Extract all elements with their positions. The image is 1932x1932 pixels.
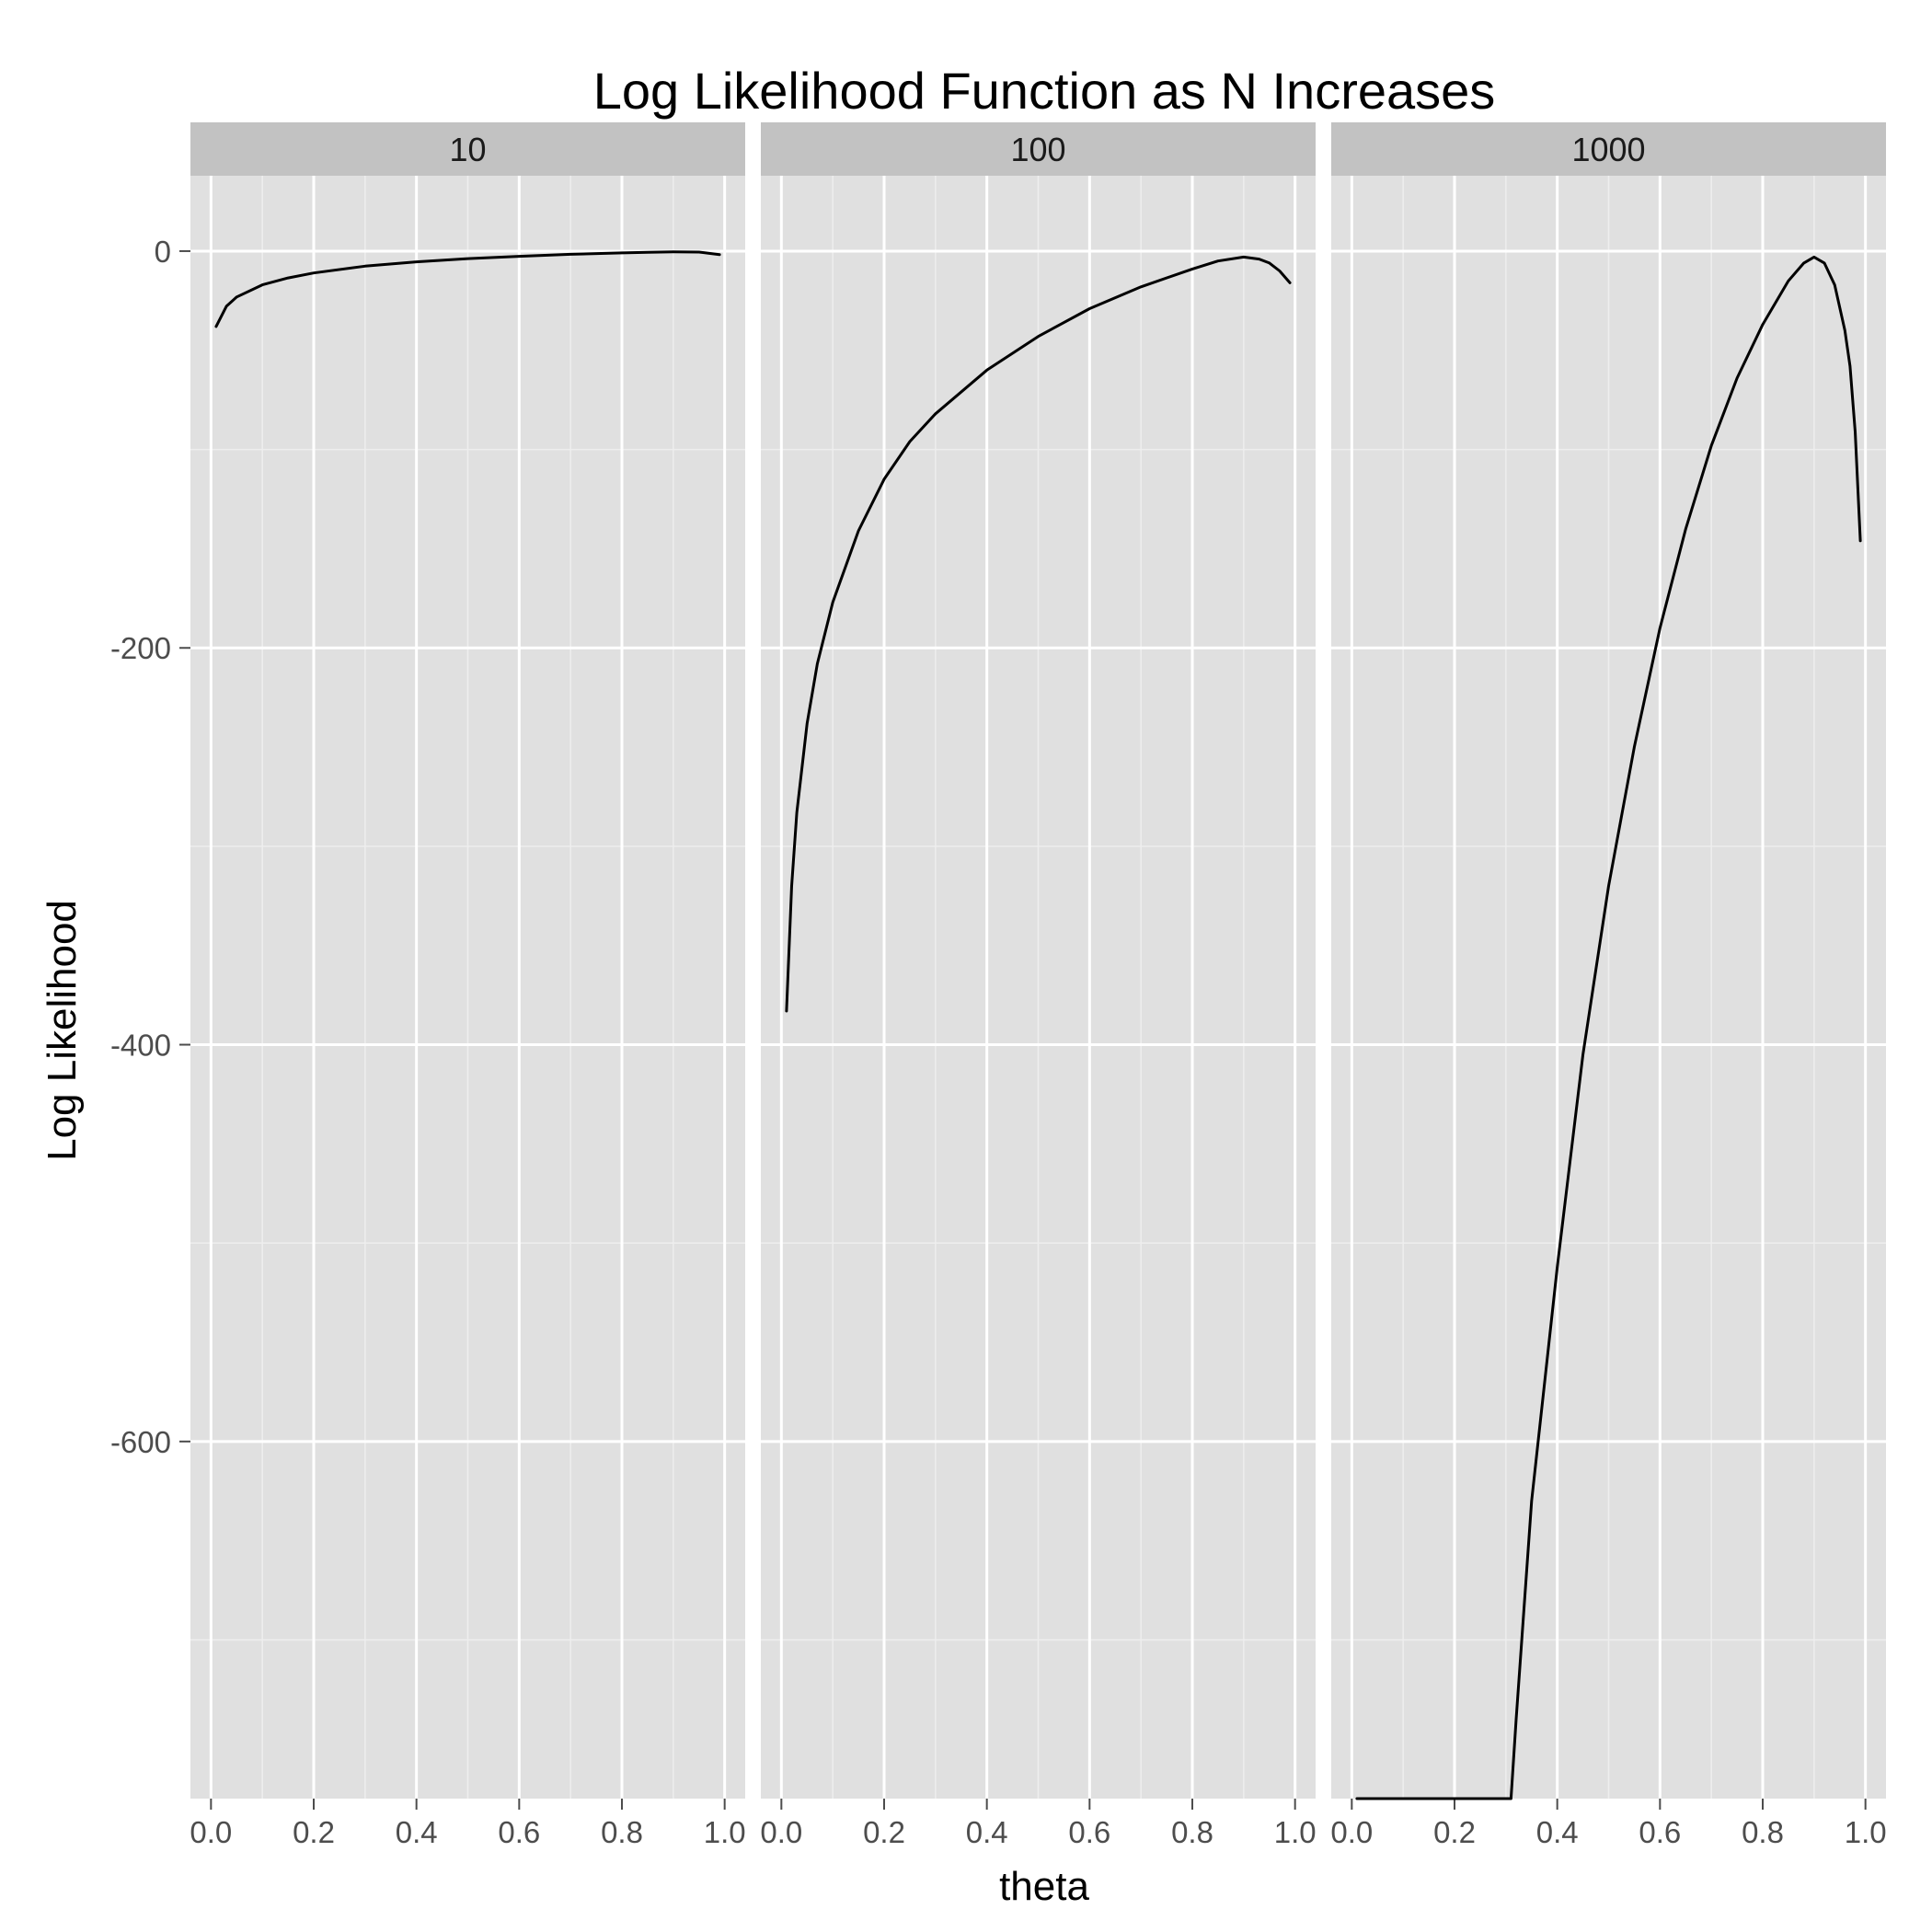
x-tick-label: 0.2 — [1433, 1815, 1476, 1849]
facet-strip — [190, 122, 745, 176]
x-axis-title: theta — [999, 1864, 1089, 1909]
facet-panel-10: 10 0.0 0.2 0.4 0.6 0.8 1.0 — [190, 122, 746, 1849]
facet-panel-100: 100 0.0 0.2 0.4 0.6 0.8 1.0 — [760, 122, 1317, 1849]
facet-strip — [761, 122, 1316, 176]
x-tick-label: 0.6 — [498, 1815, 540, 1849]
x-tick-label: 0.8 — [1171, 1815, 1213, 1849]
y-tick-label: -400 — [110, 1029, 171, 1063]
x-tick-label: 1.0 — [1845, 1815, 1887, 1849]
series-line — [785, 255, 1292, 1013]
x-tick-label: 1.0 — [1274, 1815, 1317, 1849]
x-tick-label: 0.0 — [190, 1815, 232, 1849]
facet-strip-label: 100 — [1010, 131, 1065, 168]
y-tick-label: 0 — [155, 235, 171, 269]
x-tick-label: 0.4 — [966, 1815, 1008, 1849]
x-tick-label: 1.0 — [704, 1815, 746, 1849]
x-tick-label: 0.6 — [1639, 1815, 1681, 1849]
series-line — [1355, 255, 1862, 1800]
y-axis-title: Log Likelihood — [40, 900, 85, 1161]
x-tick-label: 0.2 — [293, 1815, 335, 1849]
facet-strip-label: 1000 — [1571, 131, 1645, 168]
x-tick-label: 0.0 — [1330, 1815, 1373, 1849]
y-tick-label: -200 — [110, 631, 171, 665]
chart-title: Log Likelihood Function as N Increases — [593, 62, 1496, 120]
x-tick-label: 0.4 — [1536, 1815, 1579, 1849]
series-line — [214, 250, 721, 328]
x-tick-label: 0.6 — [1068, 1815, 1110, 1849]
y-axis: 0 -200 -400 -600 — [110, 235, 190, 1459]
x-tick-label: 0.0 — [760, 1815, 802, 1849]
facet-strip — [1331, 122, 1886, 176]
y-tick-label: -600 — [110, 1425, 171, 1459]
facet-strip-label: 10 — [449, 131, 486, 168]
facet-panels: 10 0.0 0.2 0.4 0.6 0.8 1.0 100 0.0 0.2 0.4 0.6 0.8 1.… — [190, 122, 1887, 1849]
x-tick-label: 0.4 — [396, 1815, 438, 1849]
facet-panel-1000: 1000 0.0 0.2 0.4 0.6 0.8 1.0 — [1330, 122, 1887, 1849]
x-tick-label: 0.8 — [1742, 1815, 1784, 1849]
x-tick-label: 0.2 — [863, 1815, 905, 1849]
x-tick-label: 0.8 — [601, 1815, 643, 1849]
